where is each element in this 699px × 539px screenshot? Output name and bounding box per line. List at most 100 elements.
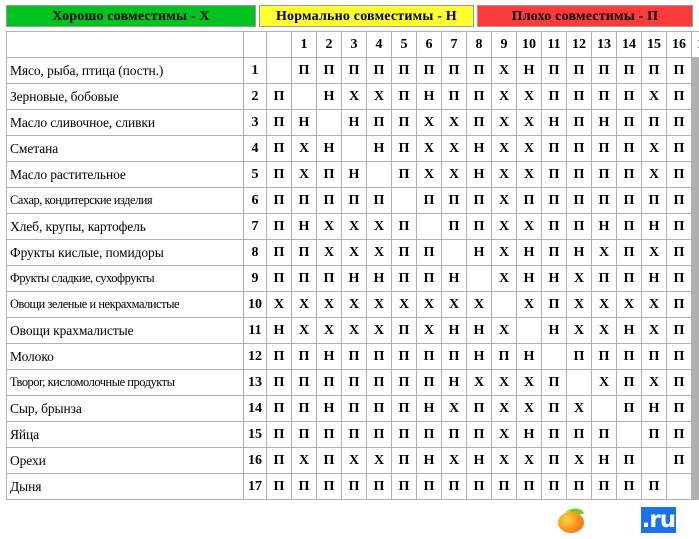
matrix-cell-16-4: Х [342, 448, 366, 473]
matrix-cell-1-9: П [467, 58, 491, 83]
matrix-cell-5-5 [367, 162, 391, 187]
matrix-cell-13-9: Х [467, 370, 491, 395]
matrix-cell-5-7: Х [417, 162, 441, 187]
row-label-11: Овощи крахмалистые [7, 318, 243, 343]
row-index-5: 5 [244, 162, 266, 187]
row-label-13: Творог, кисломолочные продукты [7, 370, 243, 395]
matrix-cell-11-13: Х [567, 318, 591, 343]
matrix-cell-9-3: П [317, 266, 341, 291]
matrix-cell-2-15: П [617, 84, 641, 109]
table-row: Масло сливочное, сливки 3 П Н Н П П Х Х П Х Х Н П Н П П П [7, 110, 699, 135]
legend-good-compatible: Хорошо совместимы - Х [6, 5, 256, 27]
matrix-cell-8-8 [442, 240, 466, 265]
matrix-cell-6-10: Х [492, 188, 516, 213]
matrix-cell-3-17: П [667, 110, 691, 135]
matrix-cell-17-15: П [617, 474, 641, 499]
row-label-4: Сметана [7, 136, 243, 161]
matrix-cell-7-12: П [542, 214, 566, 239]
matrix-cell-4-16: Х [642, 136, 666, 161]
column-header-4: 4 [367, 32, 391, 57]
matrix-cell-17-13: П [567, 474, 591, 499]
matrix-cell-13-3: П [317, 370, 341, 395]
matrix-cell-11-17: П [667, 318, 691, 343]
matrix-cell-9-5: Н [367, 266, 391, 291]
matrix-cell-8-13: Н [567, 240, 591, 265]
matrix-cell-15-3: П [317, 422, 341, 447]
apple-icon [558, 505, 585, 533]
matrix-cell-6-13: П [567, 188, 591, 213]
matrix-cell-17-14: П [592, 474, 616, 499]
matrix-cell-4-15: П [617, 136, 641, 161]
matrix-cell-2-12: П [542, 84, 566, 109]
matrix-cell-17-10: П [492, 474, 516, 499]
matrix-cell-13-17: П [667, 370, 691, 395]
matrix-cell-9-7: П [417, 266, 441, 291]
matrix-cell-14-9: П [467, 396, 491, 421]
matrix-cell-3-3 [317, 110, 341, 135]
column-header-17: 17 [692, 32, 699, 57]
row-index-15: 15 [244, 422, 266, 447]
matrix-cell-11-6: П [392, 318, 416, 343]
column-header-6: 6 [417, 32, 441, 57]
matrix-cell-11-7: Х [417, 318, 441, 343]
legend: Хорошо совместимы - Х Нормально совмести… [0, 0, 699, 31]
row-index-4: 4 [244, 136, 266, 161]
table-row: Фрукты сладкие, сухофрукты 9 П П П Н Н П П Н Х Н Н Х П… [7, 266, 699, 291]
watermark-suffix: .ru [640, 507, 676, 533]
matrix-cell-1-7: П [417, 58, 441, 83]
matrix-cell-3-10: Х [492, 110, 516, 135]
matrix-cell-5-4: Н [342, 162, 366, 187]
matrix-cell-13-4: П [342, 370, 366, 395]
matrix-cell-15-5: П [367, 422, 391, 447]
matrix-cell-14-10: Х [492, 396, 516, 421]
matrix-cell-17-17 [667, 474, 691, 499]
matrix-cell-2-1: П [267, 84, 291, 109]
matrix-cell-15-6: П [392, 422, 416, 447]
row-label-16: Орехи [7, 448, 243, 473]
matrix-cell-5-15: П [617, 162, 641, 187]
matrix-cell-13-16: Х [642, 370, 666, 395]
matrix-cell-13-11: Х [517, 370, 541, 395]
matrix-cell-14-4: П [342, 396, 366, 421]
matrix-cell-11-15: Н [617, 318, 641, 343]
matrix-cell-6-4: П [342, 188, 366, 213]
matrix-cell-9-16: Н [642, 266, 666, 291]
matrix-cell-13-2: П [292, 370, 316, 395]
matrix-cell-16-11: Х [517, 448, 541, 473]
table-row: Овощи крахмалистые 11 Н Х Х Х Х П Х Н Н Х Н Х Х Н Х П [7, 318, 699, 343]
matrix-cell-17-1: П [267, 474, 291, 499]
matrix-cell-14-16: Н [642, 396, 666, 421]
matrix-cell-5-17: П [667, 162, 691, 187]
matrix-cell-13-1: П [267, 370, 291, 395]
matrix-cell-2-16: Х [642, 84, 666, 109]
corner-marker-cell [267, 32, 291, 57]
column-header-12: 12 [567, 32, 591, 57]
matrix-cell-11-16: Х [642, 318, 666, 343]
matrix-cell-7-10: Х [492, 214, 516, 239]
row-index-9: 9 [244, 266, 266, 291]
matrix-cell-3-1: П [267, 110, 291, 135]
matrix-cell-7-17: П [667, 214, 691, 239]
table-row: Сметана 4 П Х Н Н П Х Х Н Х Х П П П П Х П [7, 136, 699, 161]
matrix-cell-16-6: П [392, 448, 416, 473]
matrix-cell-13-6: П [392, 370, 416, 395]
table-row: Овощи зеленые и некрахмалистые 10 Х Х Х Х Х Х Х Х… [7, 292, 699, 317]
matrix-cell-5-11: Х [517, 162, 541, 187]
matrix-cell-8-11: Н [517, 240, 541, 265]
matrix-cell-6-15: П [617, 188, 641, 213]
matrix-cell-14-1: П [267, 396, 291, 421]
matrix-cell-10-10 [492, 292, 516, 317]
matrix-cell-11-5: Х [367, 318, 391, 343]
row-label-1: Мясо, рыба, птица (постн.) [7, 58, 243, 83]
matrix-cell-9-10: Х [492, 266, 516, 291]
matrix-cell-7-1: П [267, 214, 291, 239]
row-label-14: Сыр, брынза [7, 396, 243, 421]
matrix-cell-7-11: Х [517, 214, 541, 239]
matrix-cell-14-7: Н [417, 396, 441, 421]
matrix-cell-9-15: П [617, 266, 641, 291]
matrix-cell-9-13: Х [567, 266, 591, 291]
matrix-cell-7-7 [417, 214, 441, 239]
matrix-cell-6-2: П [292, 188, 316, 213]
matrix-cell-2-3: Н [317, 84, 341, 109]
